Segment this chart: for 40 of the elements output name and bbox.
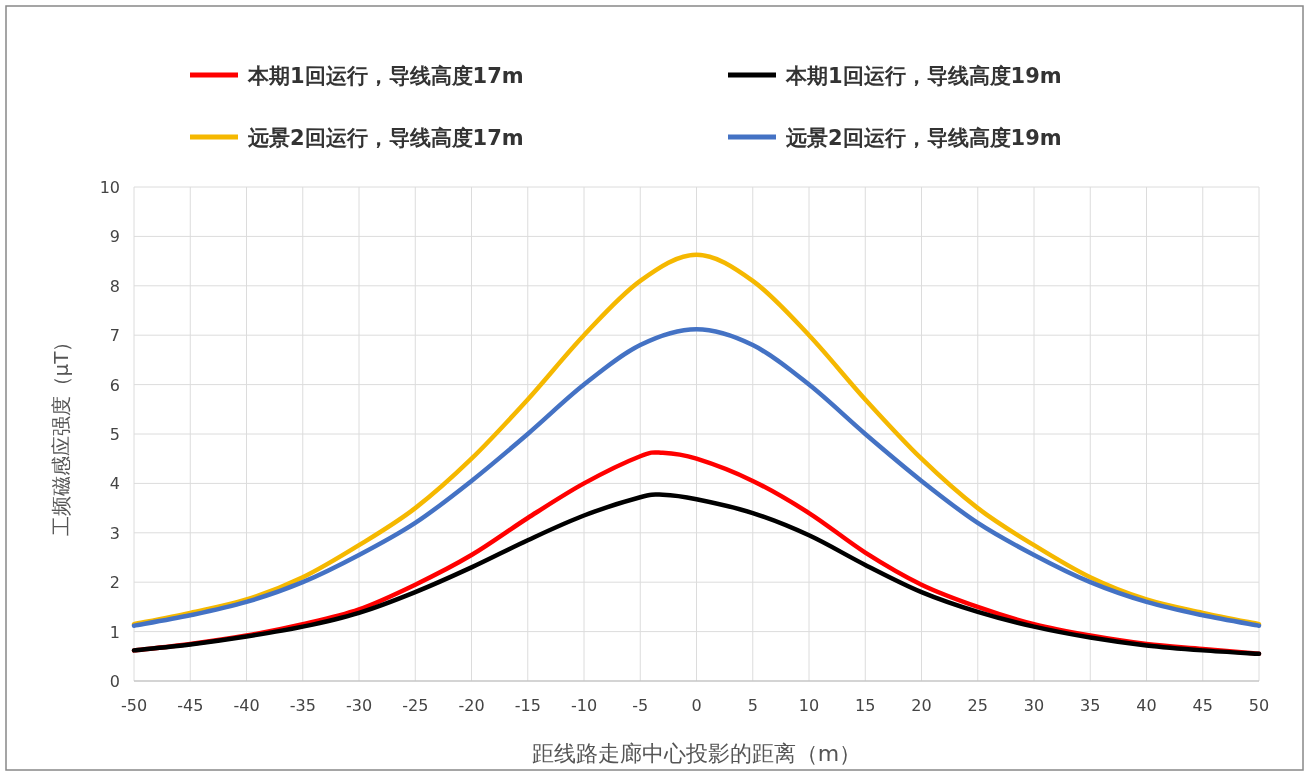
y-tick-label: 3 (109, 523, 120, 543)
y-tick-label: 10 (99, 178, 120, 197)
x-tick-label: -40 (233, 696, 260, 715)
legend-label: 远景2回运行，导线高度17m (247, 126, 524, 150)
y-tick-label: 4 (109, 474, 120, 494)
legend-label: 本期1回运行，导线高度17m (247, 64, 524, 88)
x-tick-label: 5 (747, 696, 758, 715)
x-tick-label: 20 (911, 696, 932, 715)
x-tick-label: -50 (120, 696, 148, 715)
line-series (131, 492, 1262, 657)
y-tick-label: 7 (109, 326, 120, 346)
x-tick-label: -25 (402, 696, 429, 715)
x-tick-label: 30 (1023, 696, 1045, 715)
x-tick-label: -35 (289, 696, 316, 715)
x-tick-label: 40 (1136, 696, 1157, 715)
y-tick-label: 6 (109, 375, 120, 395)
x-tick-label: 15 (855, 696, 876, 715)
x-tick-label: 50 (1248, 696, 1270, 715)
x-tick-label: -20 (458, 696, 485, 715)
x-tick-label: -10 (570, 696, 598, 715)
x-tick-label: -5 (632, 696, 649, 715)
y-tick-label: 8 (109, 276, 120, 296)
x-tick-label: -30 (345, 696, 373, 715)
x-tick-label: -15 (514, 696, 541, 715)
legend-label: 本期1回运行，导线高度19m (785, 64, 1062, 88)
y-tick-label: 5 (109, 425, 120, 444)
y-tick-label: 9 (109, 227, 120, 247)
y-tick-label: 1 (109, 622, 120, 642)
y-axis-title: 工频磁感应强度（μT） (49, 331, 73, 537)
x-tick-label: -45 (177, 696, 204, 715)
y-tick-label: 0 (109, 672, 120, 691)
legend-label: 远景2回运行，导线高度19m (785, 126, 1062, 150)
y-tick-label: 2 (109, 573, 120, 593)
x-tick-label: 25 (967, 696, 988, 715)
x-tick-label: 0 (691, 696, 702, 715)
x-tick-label: 35 (1080, 696, 1101, 715)
x-axis-title: 距线路走廊中心投影的距离（m） (531, 741, 862, 766)
x-tick-label: 10 (798, 696, 820, 715)
line-series (131, 327, 1262, 628)
x-tick-label: 45 (1192, 696, 1213, 715)
